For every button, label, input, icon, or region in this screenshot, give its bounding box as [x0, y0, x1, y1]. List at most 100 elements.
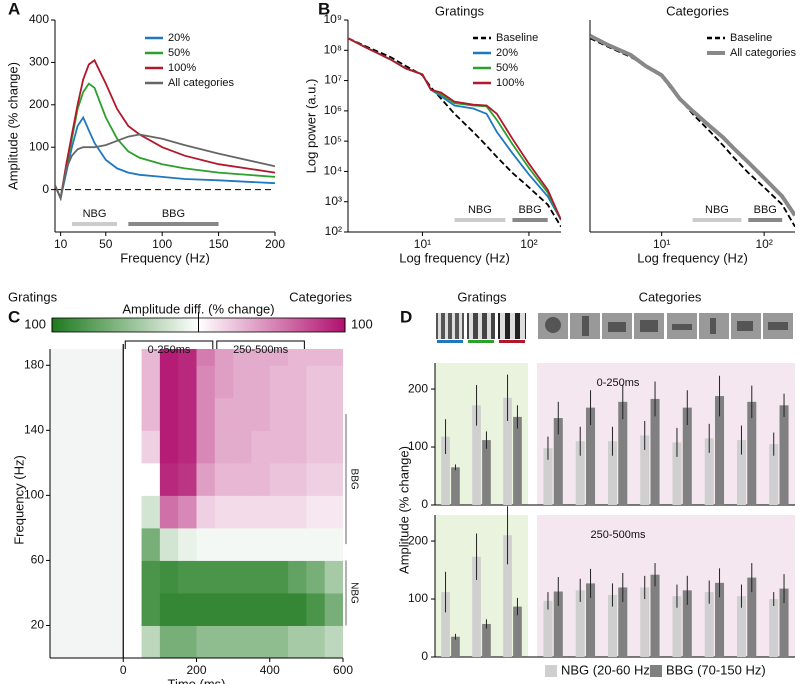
x-axis-label: Frequency (Hz) — [120, 250, 210, 265]
y-axis-label: Log power (a.u.) — [303, 79, 318, 174]
heatmap-cell — [214, 527, 234, 561]
heatmap-cell — [306, 495, 326, 529]
band-label: NBG — [348, 582, 359, 604]
heatmap-cell — [233, 349, 252, 366]
bar — [769, 599, 779, 657]
bar — [441, 436, 450, 505]
heatmap-cell — [141, 495, 161, 529]
band-label: BBG — [518, 204, 541, 216]
bar — [451, 636, 460, 657]
legend-label: NBG (20-60 Hz) — [561, 662, 654, 677]
time-window-bracket — [216, 340, 305, 349]
heatmap-cell — [288, 625, 307, 658]
x-axis-label: Time (ms) — [167, 676, 225, 684]
heatmap-cell — [196, 349, 216, 366]
heatmap-cell — [306, 527, 326, 561]
x-tick-label: 10¹ — [653, 237, 670, 251]
heatmap-cell — [159, 560, 179, 594]
y-tick-label: 100 — [24, 488, 44, 502]
heatmap-cell — [288, 560, 307, 594]
bar — [607, 441, 617, 505]
heatmap-cell — [159, 430, 179, 464]
heatmap-cell — [306, 462, 326, 496]
heatmap-cell — [306, 397, 326, 431]
bar — [640, 435, 650, 505]
heatmap-cell — [214, 592, 234, 626]
chart-title: Gratings — [435, 3, 485, 18]
bar — [543, 448, 553, 505]
heatmap-cell — [196, 397, 216, 431]
bar — [575, 441, 585, 505]
series-line — [348, 37, 561, 221]
heatmap-cell — [178, 625, 197, 658]
time-window-label: 250-500ms — [233, 344, 289, 356]
bar — [704, 438, 714, 505]
bar — [650, 398, 660, 505]
x-tick-label: 0 — [120, 663, 127, 677]
y-tick-label: 200 — [408, 381, 428, 395]
legend-swatch — [650, 665, 662, 677]
heatmap-cell — [141, 625, 161, 658]
bar — [586, 583, 596, 657]
heatmap-cell — [269, 430, 289, 464]
legend-label: 20% — [496, 47, 518, 59]
heatmap-cell — [123, 349, 143, 366]
y-tick-label: 100 — [408, 591, 428, 605]
legend-label: All categories — [168, 77, 235, 89]
heatmap-cell — [233, 560, 252, 594]
group-label: Gratings — [457, 289, 507, 304]
heatmap-cell — [324, 625, 343, 658]
bar — [472, 556, 481, 657]
heatmap-cell — [141, 527, 161, 561]
panel-letter: B — [318, 0, 330, 18]
band-label: BBG — [348, 469, 359, 490]
heatmap-cells — [123, 349, 343, 658]
y-tick-label: 300 — [29, 55, 49, 69]
x-tick-label: 400 — [260, 663, 280, 677]
x-tick-label: 10² — [520, 237, 537, 251]
x-tick-label: 150 — [209, 237, 229, 251]
heatmap-cell — [141, 592, 161, 626]
y-tick-label: 100 — [408, 439, 428, 453]
heatmap-cell — [251, 592, 271, 626]
heatmap-cell — [269, 592, 289, 626]
y-axis-label: Amplitude (% change) — [396, 446, 411, 574]
heatmap-cell — [196, 560, 216, 594]
y-axis-label: Amplitude (% change) — [5, 62, 20, 190]
heatmap-cell — [141, 349, 161, 366]
heatmap-cell — [251, 349, 271, 366]
y-tick-label: 140 — [24, 422, 44, 436]
heatmap-cell — [178, 397, 197, 431]
heatmap-cell — [178, 527, 197, 561]
panel-title: 250-500ms — [590, 529, 646, 541]
heatmap-cell — [324, 592, 343, 626]
heatmap-cell — [196, 592, 216, 626]
panel-letter: A — [8, 0, 20, 18]
bar — [543, 600, 553, 657]
heatmap-cell — [288, 430, 307, 464]
y-tick-label: 0 — [421, 649, 428, 663]
colorbar-label: Amplitude diff. (% change) — [122, 301, 274, 316]
heatmap-cell — [288, 592, 307, 626]
heatmap-cell — [159, 349, 179, 366]
heatmap-cell — [123, 625, 143, 658]
bar — [715, 582, 725, 657]
heatmap-cell — [233, 495, 252, 529]
group-label: Categories — [639, 289, 702, 304]
band-label: NBG — [705, 204, 729, 216]
legend-label: Baseline — [730, 32, 772, 44]
bar — [704, 592, 714, 657]
x-axis-label: Log frequency (Hz) — [637, 250, 748, 265]
bar — [607, 594, 617, 657]
heatmap-cell — [178, 462, 197, 496]
heatmap-cell — [233, 365, 252, 399]
series-line — [348, 37, 561, 221]
y-tick-label: 200 — [29, 97, 49, 111]
heatmap-cell — [251, 527, 271, 561]
bar — [503, 535, 512, 657]
heatmap-cell — [306, 365, 326, 399]
colorbar-tick-label: 100 — [351, 316, 373, 331]
x-tick-label: 10 — [54, 237, 68, 251]
heatmap-cell — [159, 625, 179, 658]
x-tick-label: 50 — [99, 237, 113, 251]
